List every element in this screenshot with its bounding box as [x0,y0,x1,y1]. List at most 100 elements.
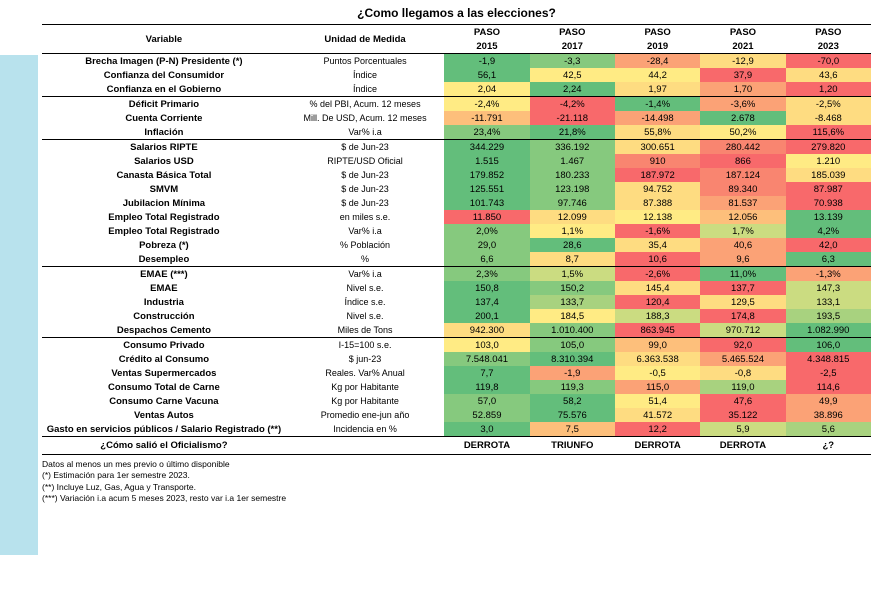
data-cell: 5,9 [700,422,785,437]
th-paso-0a: PASO [444,25,529,40]
th-variable: Variable [42,25,286,54]
data-cell: 1.515 [444,154,529,168]
table-head: Variable Unidad de Medida PASO PASO PASO… [42,25,871,54]
data-cell: -1,9 [444,54,529,69]
data-cell: 37,9 [700,68,785,82]
table-row: Empleo Total RegistradoVar% i.a2,0%1,1%-… [42,224,871,238]
data-cell: 105,0 [530,338,615,353]
row-variable: EMAE [42,281,286,295]
data-cell: 42,5 [530,68,615,82]
data-cell: 174,8 [700,309,785,323]
page-title: ¿Como llegamos a las elecciones? [42,6,871,20]
data-cell: 87.388 [615,196,700,210]
data-cell: 2,04 [444,82,529,97]
data-cell: -1,4% [615,97,700,112]
row-variable: Salarios RIPTE [42,140,286,155]
data-cell: 81.537 [700,196,785,210]
row-unit: Índice s.e. [286,295,444,309]
data-cell: 12.099 [530,210,615,224]
data-cell: 942.300 [444,323,529,338]
table-row: Pobreza (*)% Población29,028,635,440,642… [42,238,871,252]
row-unit: Kg por Habitante [286,394,444,408]
th-year-1: 2017 [530,39,615,54]
table-row: Consumo PrivadoI-15=100 s.e.103,0105,099… [42,338,871,353]
th-paso-2a: PASO [615,25,700,40]
data-cell: -11.791 [444,111,529,125]
result-cell: DERROTA [700,437,785,455]
table-row: IndustriaÍndice s.e.137,4133,7120,4129,5… [42,295,871,309]
data-cell: 42,0 [786,238,871,252]
row-unit: Var% i.a [286,125,444,140]
table-row: Salarios RIPTE$ de Jun-23344.229336.1923… [42,140,871,155]
row-unit: Var% i.a [286,224,444,238]
table-row: SMVM$ de Jun-23125.551123.19894.75289.34… [42,182,871,196]
table-row: Gasto en servicios públicos / Salario Re… [42,422,871,437]
row-variable: Cuenta Corriente [42,111,286,125]
data-cell: 2,0% [444,224,529,238]
row-variable: Ventas Supermercados [42,366,286,380]
data-cell: 185.039 [786,168,871,182]
data-cell: 57,0 [444,394,529,408]
data-cell: 5,6 [786,422,871,437]
data-cell: 1,7% [700,224,785,238]
data-cell: -2,5% [786,97,871,112]
row-variable: Consumo Privado [42,338,286,353]
footnote: (**) Incluye Luz, Gas, Agua y Transporte… [42,482,871,493]
row-unit: Reales. Var% Anual [286,366,444,380]
data-cell: -1,9 [530,366,615,380]
data-cell: 866 [700,154,785,168]
side-accent [0,55,38,555]
data-cell: 863.945 [615,323,700,338]
content: ¿Como llegamos a las elecciones? Variabl… [42,0,871,505]
row-unit: Puntos Porcentuales [286,54,444,69]
data-cell: -1,3% [786,267,871,282]
data-cell: -4,2% [530,97,615,112]
data-cell: 1,70 [700,82,785,97]
data-cell: 23,4% [444,125,529,140]
table-row: ConstrucciónNivel s.e.200,1184,5188,3174… [42,309,871,323]
data-cell: 125.551 [444,182,529,196]
result-empty [286,437,444,455]
result-cell: DERROTA [615,437,700,455]
data-cell: 1.467 [530,154,615,168]
data-table: Variable Unidad de Medida PASO PASO PASO… [42,24,871,455]
data-cell: -2,4% [444,97,529,112]
row-variable: Gasto en servicios públicos / Salario Re… [42,422,286,437]
row-unit: $ de Jun-23 [286,168,444,182]
data-cell: 4,2% [786,224,871,238]
data-cell: 87.987 [786,182,871,196]
data-cell: 49,9 [786,394,871,408]
footnotes: Datos al menos un mes previo o último di… [42,459,871,505]
table-row: Despachos CementoMiles de Tons942.3001.0… [42,323,871,338]
data-cell: 115,6% [786,125,871,140]
table-row: Consumo Total de CarneKg por Habitante11… [42,380,871,394]
row-variable: Consumo Carne Vacuna [42,394,286,408]
data-cell: 119,3 [530,380,615,394]
row-unit: Índice [286,68,444,82]
data-cell: 300.651 [615,140,700,155]
data-cell: 12,2 [615,422,700,437]
table-row: Canasta Básica Total$ de Jun-23179.85218… [42,168,871,182]
th-year-0: 2015 [444,39,529,54]
data-cell: 137,7 [700,281,785,295]
data-cell: 9,6 [700,252,785,267]
result-cell: DERROTA [444,437,529,455]
table-row: Salarios USDRIPTE/USD Oficial1.5151.4679… [42,154,871,168]
data-cell: 1,5% [530,267,615,282]
data-cell: 133,7 [530,295,615,309]
data-cell: 2,3% [444,267,529,282]
row-variable: Canasta Básica Total [42,168,286,182]
data-cell: 56,1 [444,68,529,82]
data-cell: 52.859 [444,408,529,422]
row-variable: Confianza en el Gobierno [42,82,286,97]
data-cell: 279.820 [786,140,871,155]
data-cell: 1.082.990 [786,323,871,338]
data-cell: 344.229 [444,140,529,155]
th-paso-3a: PASO [700,25,785,40]
th-unit: Unidad de Medida [286,25,444,54]
data-cell: 8,7 [530,252,615,267]
row-variable: Confianza del Consumidor [42,68,286,82]
data-cell: 188,3 [615,309,700,323]
data-cell: 150,8 [444,281,529,295]
data-cell: -1,6% [615,224,700,238]
